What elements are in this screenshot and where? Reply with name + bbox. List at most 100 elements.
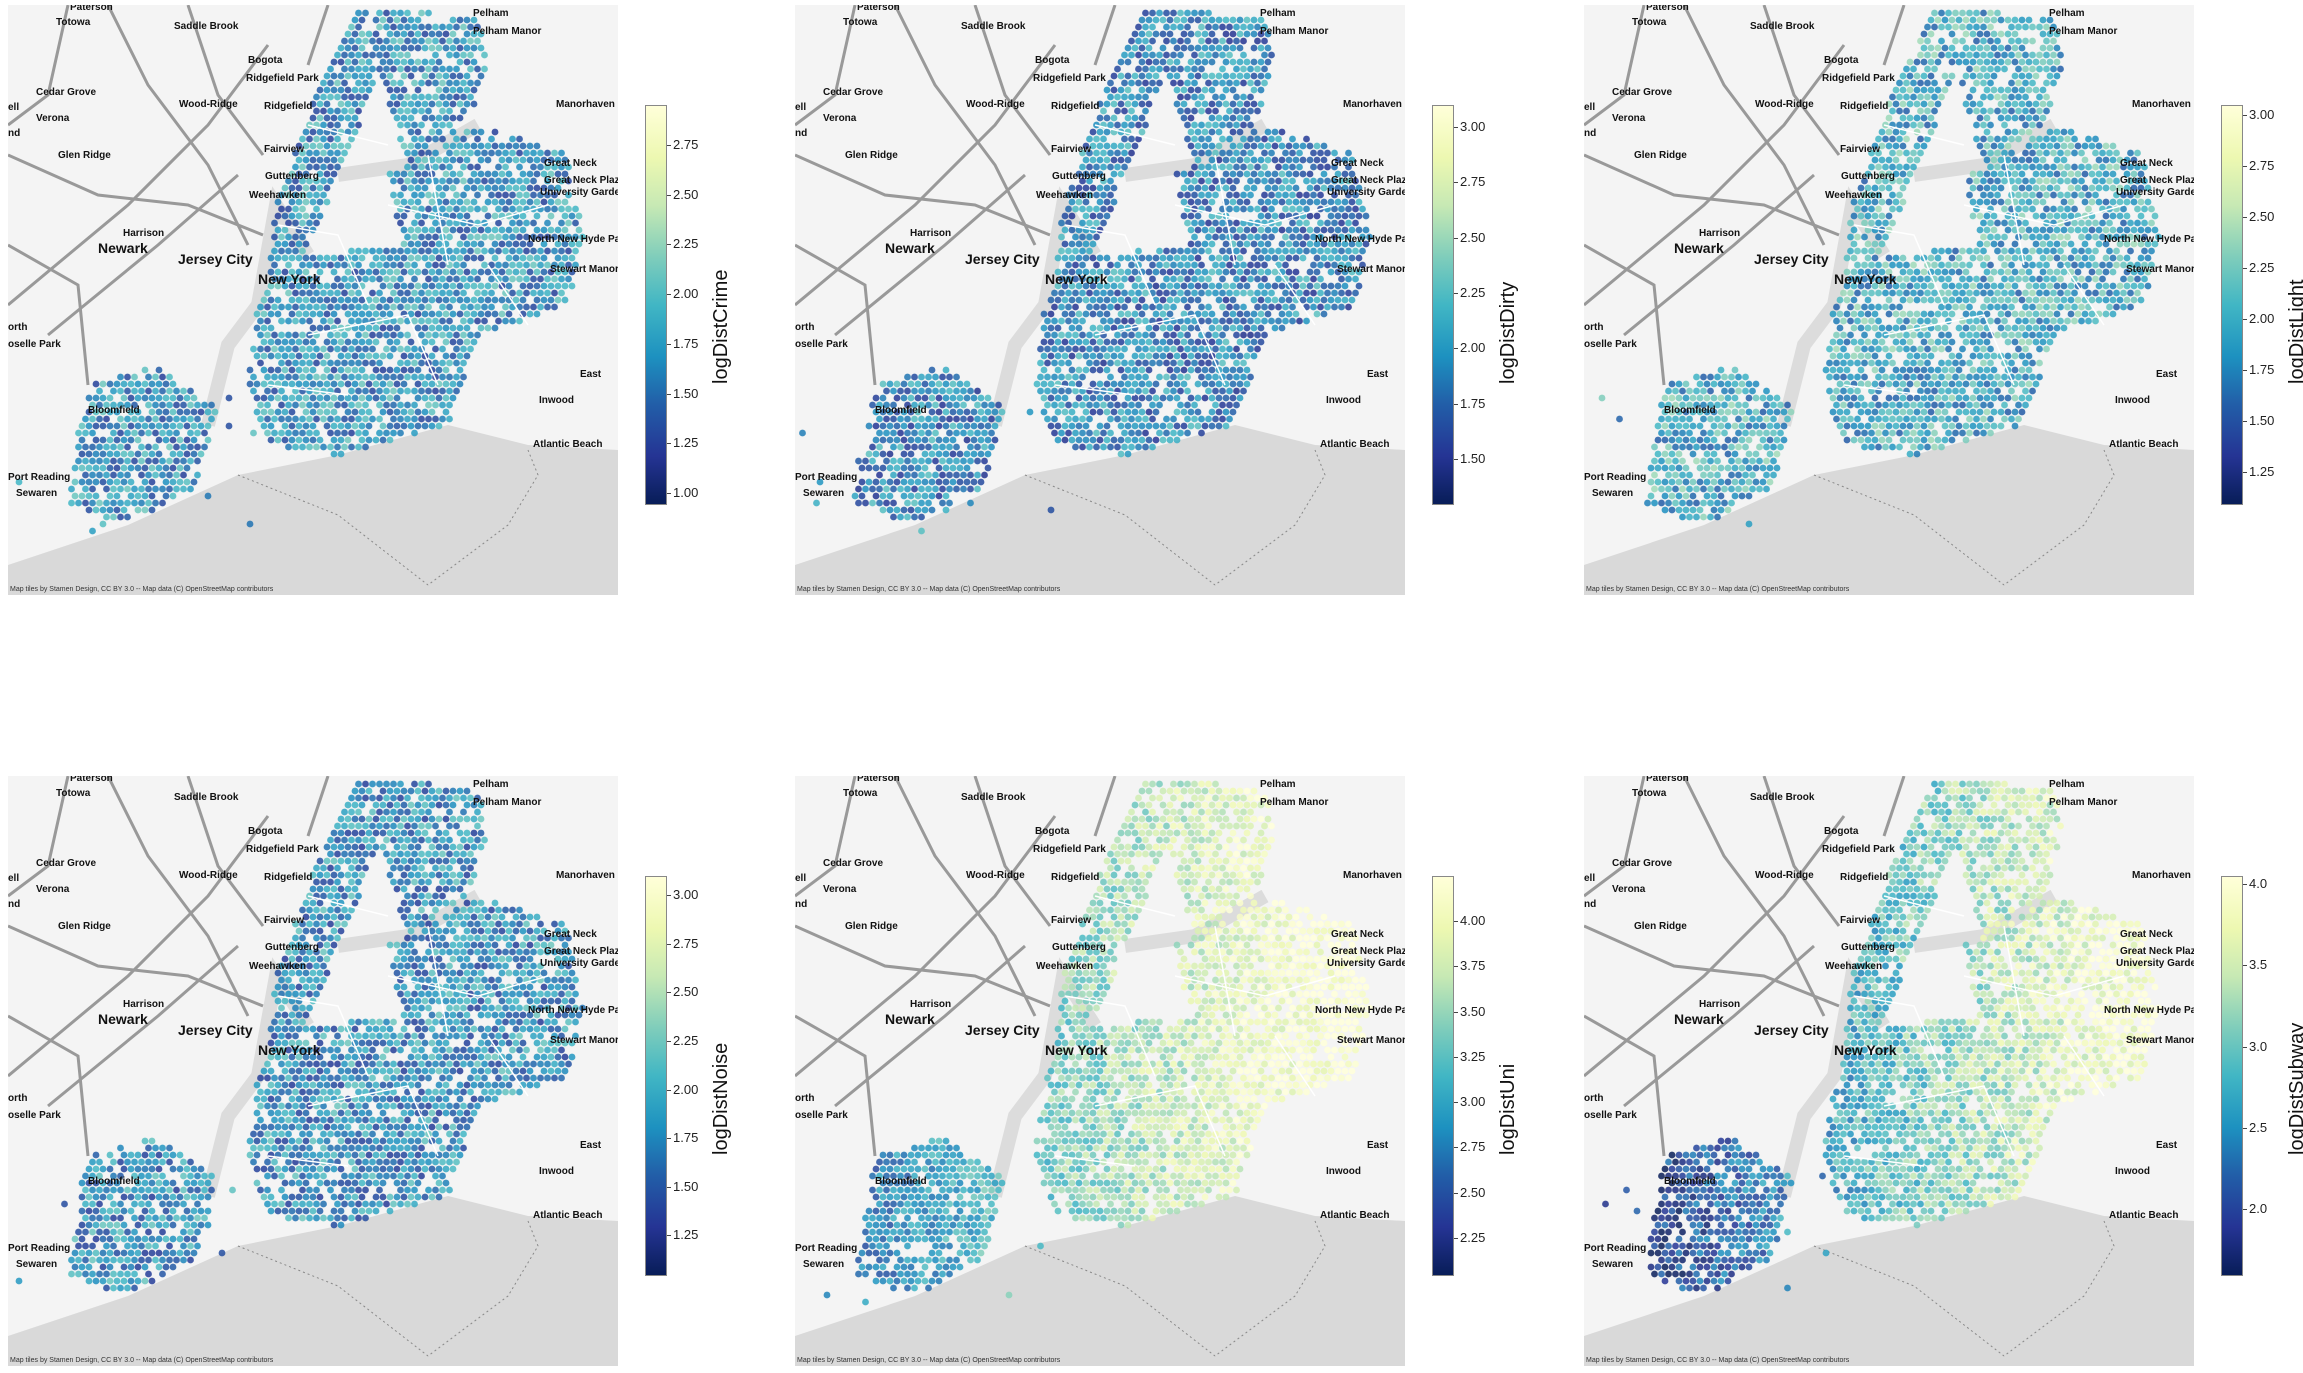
hex-cell xyxy=(408,367,415,374)
hex-cell xyxy=(1198,304,1205,311)
hex-cell xyxy=(1279,311,1286,318)
hex-cell xyxy=(1170,290,1177,297)
hex-cell xyxy=(530,248,537,255)
hex-cell xyxy=(324,87,331,94)
hex-cell xyxy=(855,458,862,465)
hex-cell xyxy=(1359,206,1366,213)
hex-cell xyxy=(341,52,348,59)
hex-cell xyxy=(453,276,460,283)
hex-cell xyxy=(1146,367,1153,374)
hex-cell xyxy=(1104,325,1111,332)
hex-cell xyxy=(1118,381,1125,388)
hex-cell xyxy=(1293,157,1300,164)
hex-cell xyxy=(1921,283,1928,290)
colorbar-tick: 1.75 xyxy=(1460,396,1485,411)
hex-cell xyxy=(548,227,555,234)
hex-cell xyxy=(415,31,422,38)
hex-cell xyxy=(2040,157,2047,164)
hex-cell xyxy=(1956,59,1963,66)
hex-cell xyxy=(1345,206,1352,213)
hex-cell xyxy=(1153,325,1160,332)
hex-cell xyxy=(2103,255,2110,262)
hex-cell xyxy=(509,262,516,269)
hex-cell xyxy=(1265,227,1272,234)
hex-cell xyxy=(313,192,320,199)
hex-cell xyxy=(394,269,401,276)
hex-cell xyxy=(149,507,156,514)
hex-cell xyxy=(226,423,233,430)
hex-cell xyxy=(1970,171,1977,178)
hex-cell xyxy=(296,367,303,374)
hex-cell xyxy=(1083,339,1090,346)
hex-cell xyxy=(313,108,320,115)
hex-cell xyxy=(1205,150,1212,157)
hex-cell xyxy=(1998,87,2005,94)
hex-cell xyxy=(1917,38,1924,45)
hex-cell xyxy=(950,423,957,430)
hex-cell xyxy=(1125,101,1132,108)
hex-cell xyxy=(124,388,131,395)
hex-cell xyxy=(467,178,474,185)
hex-cell xyxy=(320,80,327,87)
hex-cell xyxy=(2001,206,2008,213)
hex-cell xyxy=(953,458,960,465)
hex-cell xyxy=(1223,241,1230,248)
hex-cell xyxy=(100,465,107,472)
hex-cell xyxy=(1244,17,1251,24)
hex-cell xyxy=(149,409,156,416)
hex-cell xyxy=(453,178,460,185)
hex-cell xyxy=(957,451,964,458)
hex-cell xyxy=(152,416,159,423)
hex-cell xyxy=(1146,87,1153,94)
hex-cell xyxy=(303,381,310,388)
hex-cell xyxy=(534,283,541,290)
hex-cell xyxy=(292,234,299,241)
hex-cell xyxy=(450,283,457,290)
hex-cell xyxy=(1896,136,1903,143)
hex-cell xyxy=(1062,353,1069,360)
place-label: Harrison xyxy=(123,228,164,239)
hex-cell xyxy=(1146,31,1153,38)
hex-cell xyxy=(1317,178,1324,185)
hex-cell xyxy=(1230,87,1237,94)
hex-cell xyxy=(110,458,117,465)
hex-cell xyxy=(876,486,883,493)
hex-cell xyxy=(425,206,432,213)
hex-cell xyxy=(1987,164,1994,171)
hex-cell xyxy=(2012,73,2019,80)
hex-cell xyxy=(366,269,373,276)
hex-cell xyxy=(114,465,121,472)
hex-cell xyxy=(1244,143,1251,150)
hex-cell xyxy=(380,311,387,318)
hex-cell xyxy=(876,416,883,423)
highway xyxy=(8,245,88,385)
hex-cell xyxy=(530,276,537,283)
hex-cell xyxy=(1875,248,1882,255)
hex-cell xyxy=(439,192,446,199)
hex-cell xyxy=(124,458,131,465)
hex-cell xyxy=(275,395,282,402)
hex-cell xyxy=(1100,108,1107,115)
hex-cell xyxy=(939,486,946,493)
hex-cell xyxy=(918,416,925,423)
hex-cell xyxy=(2026,185,2033,192)
hex-cell xyxy=(499,241,506,248)
hex-cell xyxy=(145,472,152,479)
hex-cell xyxy=(925,388,932,395)
hex-cell xyxy=(380,409,387,416)
hex-cell xyxy=(2134,220,2141,227)
hex-cell xyxy=(1286,171,1293,178)
hex-cell xyxy=(1125,45,1132,52)
hex-cell xyxy=(404,360,411,367)
hex-cell xyxy=(1195,45,1202,52)
hex-cell xyxy=(1998,199,2005,206)
hex-cell xyxy=(1247,150,1254,157)
place-label: Weehawken xyxy=(1036,190,1093,201)
hex-cell xyxy=(1286,241,1293,248)
hex-cell xyxy=(289,311,296,318)
hex-cell xyxy=(446,66,453,73)
hex-cell xyxy=(1279,199,1286,206)
hex-cell xyxy=(541,227,548,234)
hex-cell xyxy=(1121,318,1128,325)
hex-cell xyxy=(275,409,282,416)
